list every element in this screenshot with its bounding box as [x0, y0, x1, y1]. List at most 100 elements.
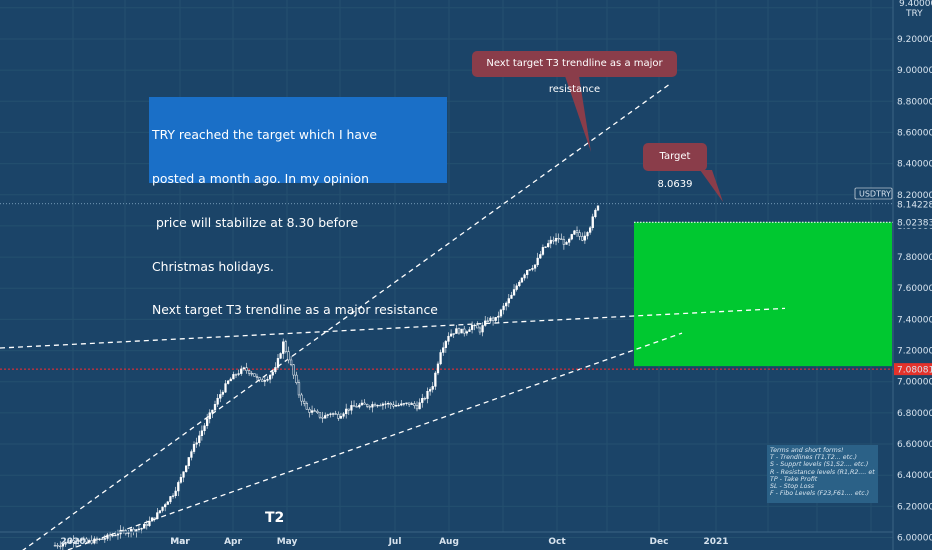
- candle-body: [245, 367, 248, 371]
- candle-body: [381, 403, 385, 406]
- candle-body: [61, 543, 65, 547]
- candle-body: [337, 413, 340, 419]
- candle-body: [557, 237, 560, 240]
- y-tick-label: 7.00000: [897, 378, 932, 388]
- candle-body: [523, 274, 526, 279]
- candle-body: [415, 405, 419, 410]
- terms-line: TP - Take Profit: [770, 475, 818, 483]
- candle-body: [137, 528, 141, 530]
- candle-body: [255, 376, 259, 378]
- note-line: price will stabilize at 8.30 before: [152, 214, 359, 230]
- candle-body: [80, 539, 83, 541]
- candle-body: [156, 512, 159, 519]
- candle-body: [554, 237, 558, 242]
- candle-body: [345, 408, 348, 415]
- candle-body: [297, 382, 301, 396]
- price-axis[interactable]: 6.00000 6.20000 6.40000 6.60000 6.80000 7.000…: [897, 35, 932, 544]
- last-price-tag-bg: [894, 198, 932, 210]
- candle-body: [347, 408, 350, 411]
- candle-body: [565, 242, 568, 245]
- candle-body: [360, 402, 364, 406]
- candle-body: [407, 402, 411, 405]
- callout-target[interactable]: Target 8.0639: [643, 143, 707, 190]
- candle-body: [549, 239, 552, 244]
- candle-body: [397, 404, 400, 407]
- candle-body: [274, 367, 277, 373]
- x-tick-label: Oct: [548, 537, 566, 547]
- candle-body: [321, 416, 324, 419]
- currency-label: TRY: [905, 9, 923, 19]
- candle-body: [418, 402, 421, 410]
- candle-body: [481, 325, 484, 333]
- candle-body: [253, 373, 256, 377]
- candle-body: [64, 541, 67, 545]
- candle-body: [510, 294, 513, 299]
- candle-body: [394, 405, 398, 407]
- support-price-tag-bg: [894, 363, 932, 376]
- candle-body: [591, 216, 594, 228]
- note-line: posted a month ago. In my opinion: [152, 170, 369, 186]
- candle-body: [234, 374, 238, 376]
- candle-body: [494, 317, 497, 321]
- analysis-note: TRY reached the target which I have post…: [149, 97, 447, 317]
- candle-body: [486, 320, 489, 322]
- symbol-tag: USDTRY: [859, 190, 891, 199]
- candle-body: [232, 374, 235, 380]
- candle-body: [531, 268, 534, 270]
- candle-body: [421, 397, 424, 403]
- candle-body: [66, 541, 70, 544]
- candle-body: [405, 402, 408, 404]
- candle-body: [588, 227, 592, 233]
- target-price-tag: 8.02383: [897, 219, 932, 229]
- candle-body: [153, 517, 156, 519]
- candle-body: [371, 404, 374, 408]
- candle-body: [95, 538, 99, 540]
- candle-body: [507, 298, 510, 304]
- candle-body: [586, 232, 589, 237]
- candle-body: [74, 541, 78, 543]
- y-tick-label: 8.80000: [897, 97, 932, 107]
- y-tick-label: 6.80000: [897, 409, 932, 419]
- candle-body: [266, 379, 269, 381]
- y-tick-label-partial: 9.40000: [899, 0, 932, 9]
- candle-body: [98, 538, 101, 540]
- candle-body: [292, 364, 295, 376]
- candle-body: [122, 529, 125, 532]
- candle-body: [526, 270, 529, 275]
- candle-body: [339, 415, 343, 419]
- candle-body: [182, 471, 185, 478]
- candle-body: [271, 371, 274, 376]
- candle-body: [562, 239, 566, 245]
- callout-t3-resistance[interactable]: Next target T3 trendline as a major resi…: [472, 51, 677, 95]
- candle-body: [150, 517, 154, 522]
- candle-body: [169, 496, 172, 503]
- y-tick-label: 8.60000: [897, 128, 932, 138]
- candle-body: [250, 373, 253, 375]
- candle-body: [114, 534, 117, 537]
- candle-body: [541, 247, 545, 255]
- candle-body: [171, 495, 175, 497]
- candle-body: [221, 391, 225, 395]
- candle-body: [489, 317, 492, 322]
- candle-body: [263, 380, 267, 382]
- candle-body: [284, 341, 287, 352]
- candle-body: [53, 545, 57, 547]
- candle-body: [439, 352, 442, 365]
- candle-body: [190, 451, 193, 458]
- x-tick-label: 2021: [703, 537, 728, 547]
- candle-body: [400, 403, 403, 406]
- candle-body: [499, 309, 503, 317]
- target-price-tag-bg: [894, 216, 932, 229]
- candle-body: [567, 238, 571, 243]
- candle-body: [573, 230, 576, 235]
- y-tick-label: 9.20000: [897, 35, 932, 45]
- candle-body: [324, 415, 327, 419]
- candle-body: [410, 403, 413, 405]
- candle-body: [515, 285, 518, 290]
- candle-body: [539, 254, 542, 259]
- callout-t3-pointer: [565, 76, 591, 152]
- candle-body: [185, 465, 188, 472]
- candle-body: [87, 540, 91, 543]
- candle-body: [533, 264, 537, 269]
